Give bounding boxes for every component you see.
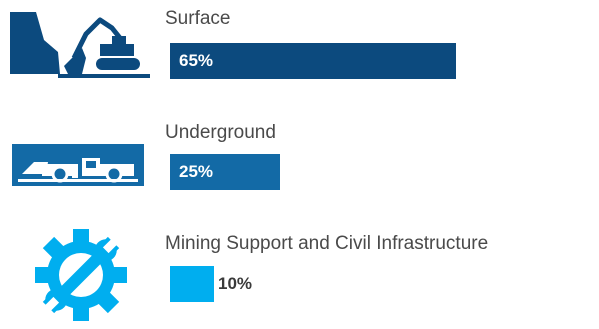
data-label: 25% xyxy=(179,162,214,181)
bar-support: 10% xyxy=(170,266,252,302)
open-pit-excavator-icon xyxy=(10,12,150,78)
category-label: Underground xyxy=(165,122,276,143)
data-label: 65% xyxy=(179,51,214,70)
bar-surface: 65% xyxy=(170,43,456,79)
category-label: Mining Support and Civil Infrastructure xyxy=(165,233,489,254)
underground-loader-icon xyxy=(12,144,144,186)
category-label: Surface xyxy=(165,8,231,29)
wrench-gear-icon xyxy=(35,229,127,321)
bar-underground: 25% xyxy=(170,154,280,190)
data-label: 10% xyxy=(218,274,253,293)
